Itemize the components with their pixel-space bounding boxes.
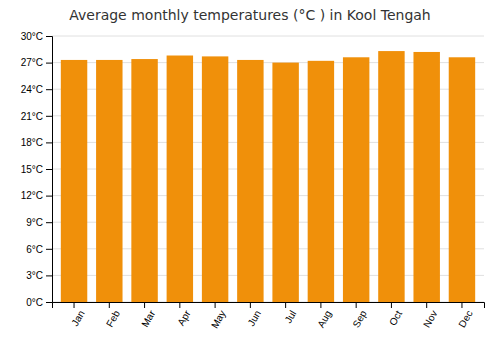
x-tick: May — [209, 302, 228, 330]
tick-mark — [46, 169, 52, 170]
y-tick: 9°C — [26, 217, 52, 228]
chart-title: Average monthly temperatures (°C ) in Ko… — [69, 7, 431, 23]
tick-label: 0°C — [26, 297, 43, 308]
tick-label: 3°C — [26, 270, 43, 281]
tick-label: 21°C — [21, 111, 43, 122]
grid-line — [52, 36, 484, 37]
tick-label: 6°C — [26, 244, 43, 255]
bar — [378, 51, 404, 302]
x-tick: Nov — [421, 302, 439, 329]
y-tick: 0°C — [26, 297, 52, 308]
tick-label: Feb — [104, 308, 122, 329]
x-tick: Dec — [456, 302, 474, 329]
tick-mark — [46, 275, 52, 276]
bar — [61, 60, 87, 302]
tick-mark — [109, 302, 110, 308]
x-tick: Aug — [315, 302, 333, 329]
y-tick: 24°C — [21, 84, 52, 95]
tick-mark — [179, 302, 180, 308]
x-tick: Apr — [175, 302, 193, 327]
bar — [167, 56, 193, 302]
tick-label: 24°C — [21, 84, 43, 95]
tick-mark — [46, 89, 52, 90]
tick-label: 30°C — [21, 31, 43, 42]
x-tick: Mar — [139, 302, 157, 329]
tick-label: Dec — [456, 308, 474, 329]
tick-label: Apr — [175, 308, 193, 328]
bars — [61, 51, 475, 302]
x-axis: Jan Feb Mar Apr May Jun Jul Aug Sep Oct Nov Dec — [53, 302, 485, 330]
tick-mark — [46, 116, 52, 117]
tick-mark — [46, 249, 52, 250]
bar — [449, 57, 475, 302]
bar — [96, 60, 122, 302]
bar — [413, 52, 439, 302]
tick-label: 27°C — [21, 57, 43, 68]
tick-mark — [46, 142, 52, 143]
axis-domain — [53, 303, 485, 309]
chart-container: Average monthly temperatures (°C ) in Ko… — [0, 0, 500, 350]
x-tick: Sep — [350, 302, 369, 329]
tick-mark — [46, 63, 52, 64]
tick-mark — [144, 302, 145, 308]
tick-label: Jun — [246, 308, 264, 327]
y-tick: 15°C — [21, 164, 52, 175]
x-tick: Jul — [282, 302, 298, 325]
y-axis: 0°C 3°C 6°C 9°C 12°C 15°C 18°C 21°C 24°C 27°C 30°C — [21, 31, 53, 308]
chart-svg: Average monthly temperatures (°C ) in Ko… — [0, 0, 500, 350]
tick-label: Jul — [282, 308, 298, 325]
y-tick: 3°C — [26, 270, 52, 281]
tick-label: Oct — [387, 308, 404, 327]
tick-label: May — [209, 308, 228, 330]
tick-mark — [250, 302, 251, 308]
y-tick: 18°C — [21, 137, 52, 148]
y-tick: 30°C — [21, 31, 52, 42]
tick-mark — [46, 222, 52, 223]
y-tick: 21°C — [21, 111, 52, 122]
bar — [308, 61, 334, 302]
tick-label: Nov — [421, 308, 439, 329]
tick-mark — [391, 302, 392, 308]
plot-area: 0°C 3°C 6°C 9°C 12°C 15°C 18°C 21°C 24°C 27°C 30°C… — [21, 31, 485, 331]
tick-mark — [320, 302, 321, 308]
tick-mark — [285, 302, 286, 308]
bar — [237, 60, 263, 302]
tick-mark — [46, 196, 52, 197]
tick-label: Jan — [69, 308, 87, 327]
tick-mark — [46, 36, 52, 37]
tick-mark — [46, 302, 52, 303]
tick-label: Mar — [139, 308, 157, 329]
y-tick: 12°C — [21, 190, 52, 201]
tick-label: 9°C — [26, 217, 43, 228]
bar — [272, 63, 298, 302]
bar — [343, 57, 369, 302]
y-tick: 6°C — [26, 244, 52, 255]
x-tick: Oct — [387, 302, 404, 327]
tick-mark — [215, 302, 216, 308]
x-tick: Jan — [69, 302, 87, 328]
tick-label: 15°C — [21, 164, 43, 175]
tick-label: Sep — [350, 308, 369, 329]
tick-label: Aug — [315, 308, 333, 329]
axis-domain — [46, 37, 53, 303]
x-tick: Jun — [246, 302, 264, 328]
tick-mark — [426, 302, 427, 308]
x-tick: Feb — [104, 302, 122, 329]
tick-mark — [74, 302, 75, 308]
grid — [52, 36, 484, 302]
tick-label: 18°C — [21, 137, 43, 148]
bar — [202, 56, 228, 302]
tick-mark — [461, 302, 462, 308]
tick-label: 12°C — [21, 190, 43, 201]
y-tick: 27°C — [21, 57, 52, 68]
bar — [131, 59, 157, 302]
tick-mark — [356, 302, 357, 308]
